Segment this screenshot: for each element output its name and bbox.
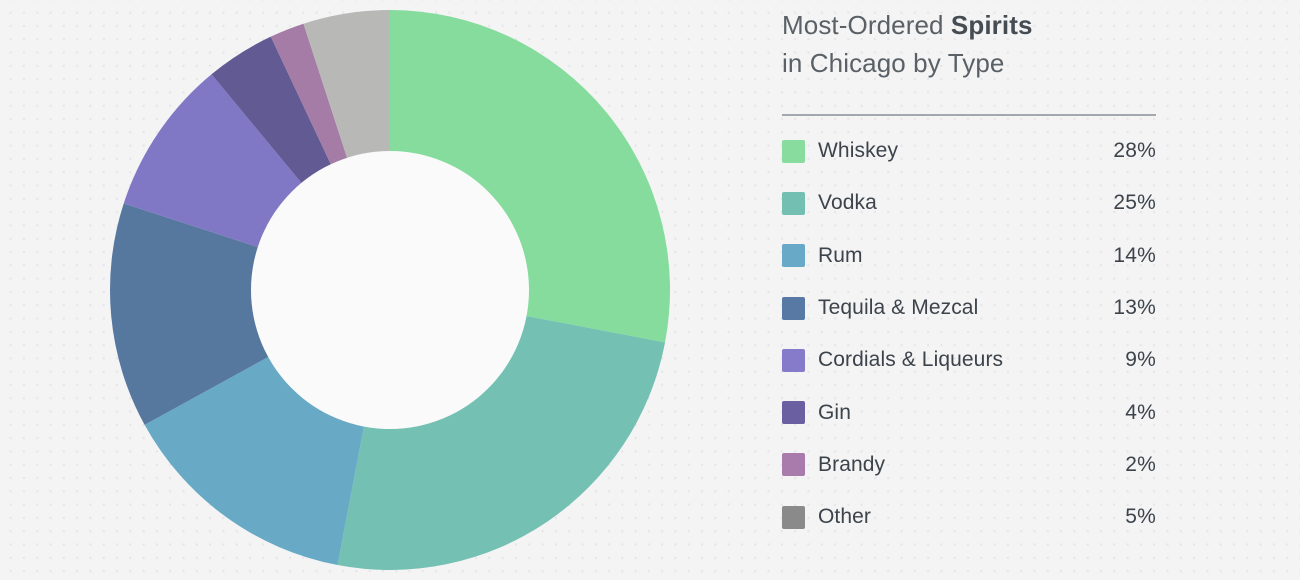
legend-value: 13% [1113,296,1156,320]
legend-row-vodka: Vodka 25% [782,177,1156,229]
chart-subtitle: in Chicago by Type [782,48,1005,78]
legend-value: 25% [1113,191,1156,215]
donut-hole [251,151,529,429]
legend-swatch-cordials-liqueurs [782,348,805,372]
legend-swatch-whiskey [782,139,805,163]
legend-value: 5% [1125,505,1156,529]
legend-swatch-other [782,505,805,529]
donut-slice-tequila-mezcal [109,203,270,425]
legend-label: Whiskey [818,139,899,163]
legend-swatch-gin [782,401,805,425]
chart-title-bold: Spirits [950,10,1033,40]
donut-slice-whiskey [390,10,671,343]
legend-panel: Most-Ordered Spirits in Chicago by Type … [782,6,1156,543]
legend-swatch-rum [782,244,805,268]
donut-slice-rum [144,356,365,566]
divider [782,114,1156,116]
legend-row-whiskey: Whiskey 28% [782,125,1156,177]
legend-value: 4% [1125,400,1156,424]
legend-label: Brandy [818,452,886,476]
legend-row-gin: Gin 4% [782,386,1156,438]
legend-row-tequila-mezcal: Tequila & Mezcal 13% [782,282,1156,334]
chart-title: Most-Ordered Spirits in Chicago by Type [782,6,1156,82]
donut-slice-brandy [270,23,348,166]
legend-row-rum: Rum 14% [782,230,1156,282]
legend-row-other: Other 5% [782,491,1156,543]
legend-label: Tequila & Mezcal [818,296,979,320]
legend-row-cordials-liqueurs: Cordials & Liqueurs 9% [782,334,1156,386]
legend-value: 28% [1113,139,1156,163]
chart-title-regular: Most-Ordered [782,10,944,40]
legend-row-brandy: Brandy 2% [782,439,1156,491]
legend-value: 14% [1113,243,1156,267]
legend: Whiskey 28% Vodka 25% Rum 14% Tequila & Mezcal… [782,125,1156,543]
legend-swatch-vodka [782,191,805,215]
donut-chart [109,9,671,571]
donut-slice-gin [211,36,332,184]
legend-label: Cordials & Liqueurs [818,348,1004,372]
legend-label: Vodka [818,191,877,215]
donut-chart-area [108,8,672,572]
legend-value: 2% [1125,452,1156,476]
donut-slice-cordials-liqueurs [123,74,303,248]
donut-slice-other [303,9,390,159]
legend-swatch-tequila-mezcal [782,296,805,320]
legend-label: Gin [818,400,851,424]
legend-label: Other [818,505,872,529]
legend-label: Rum [818,243,863,267]
legend-swatch-brandy [782,453,805,477]
donut-slice-vodka [337,315,666,571]
legend-value: 9% [1125,348,1156,372]
